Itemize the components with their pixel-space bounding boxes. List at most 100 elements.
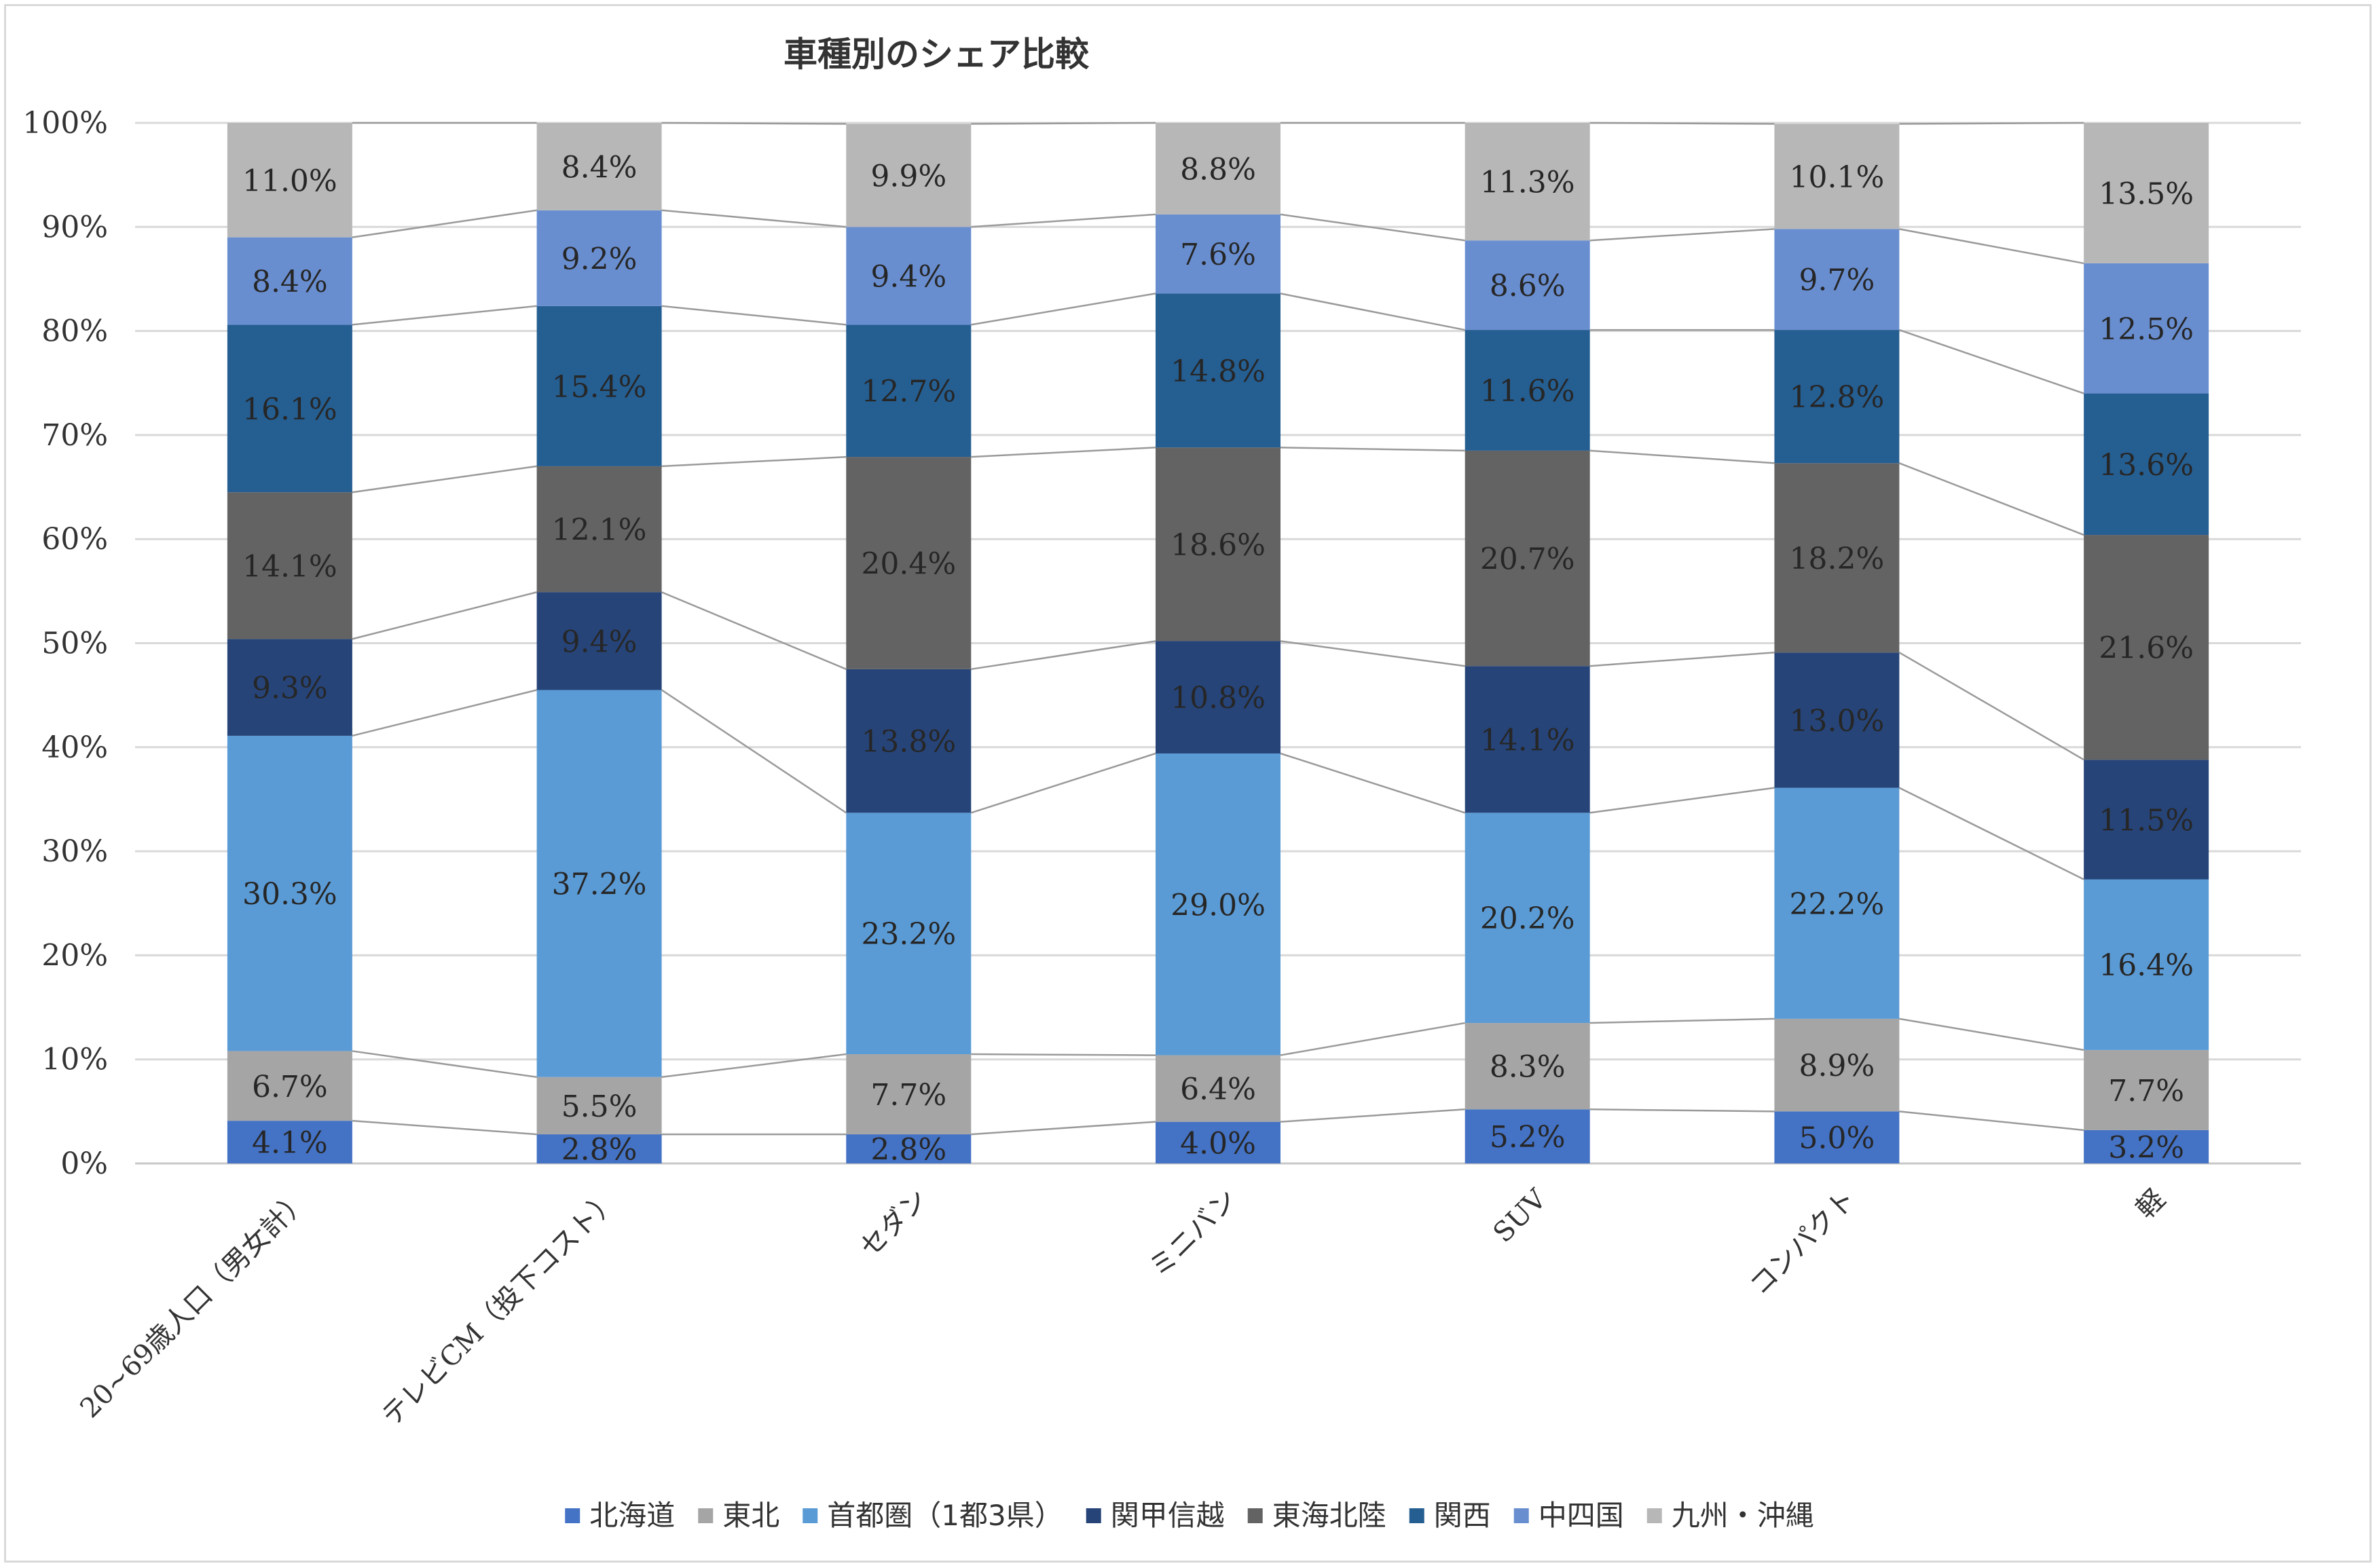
data-label: 9.9% — [870, 159, 946, 193]
bar-segment — [1464, 240, 1590, 331]
series-line — [352, 305, 537, 326]
series-line — [1899, 329, 2084, 394]
series-line — [971, 447, 1156, 458]
data-label: 15.4% — [552, 370, 647, 405]
data-label: 9.7% — [1799, 263, 1875, 298]
data-label: 9.2% — [561, 242, 638, 276]
series-line — [1899, 1110, 2084, 1132]
bar-segment — [2084, 1049, 2209, 1130]
bar-segment — [227, 324, 352, 493]
data-label: 9.4% — [561, 624, 638, 659]
bar-segment — [2084, 263, 2209, 394]
stacked-bar-chart: 車種別のシェア比較 0% 10% 20% 30% 40% 50% 60% 70% 80% 90% 1… — [22, 35, 2301, 1532]
x-tick-label: 20~69歳人口（男女計） — [74, 1184, 314, 1424]
legend-label: 東北 — [722, 1499, 779, 1532]
data-label: 12.5% — [2099, 312, 2194, 347]
legend-label: 中四国 — [1538, 1499, 1624, 1532]
x-tick-label: SUV — [1488, 1183, 1553, 1249]
series-line — [1589, 1018, 1775, 1024]
bar-segment — [2084, 123, 2209, 263]
x-tick-label: セダン — [854, 1184, 934, 1263]
legend-swatch — [1247, 1508, 1263, 1523]
data-label: 13.0% — [1790, 704, 1885, 739]
bar-segment — [1464, 813, 1590, 1024]
data-label: 3.2% — [2108, 1130, 2184, 1165]
series-line — [1280, 213, 1465, 242]
legend-item: 関西 — [1409, 1499, 1491, 1532]
bar-segment — [536, 1134, 662, 1163]
data-label: 2.8% — [561, 1133, 638, 1168]
data-label: 11.6% — [1480, 374, 1575, 409]
bar-segment — [1774, 652, 1900, 788]
bar-segment — [1156, 123, 1280, 214]
series-line — [352, 1050, 537, 1078]
bar-segment — [536, 1077, 662, 1135]
series-line — [1899, 1018, 2084, 1051]
bar-segment — [536, 123, 662, 210]
bar-segment — [2084, 760, 2209, 880]
bar-segment — [846, 1054, 972, 1135]
y-tick-label: 0% — [60, 1146, 108, 1181]
series-line — [1280, 752, 1466, 814]
data-label: 8.9% — [1799, 1049, 1875, 1083]
x-tick-label: テレビCM（投下コスト） — [376, 1184, 625, 1432]
legend-item: 関甲信越 — [1086, 1499, 1225, 1532]
bar-segment — [1156, 753, 1280, 1056]
series-line — [1280, 1108, 1465, 1123]
series-line — [661, 122, 847, 125]
data-label: 4.1% — [252, 1126, 328, 1161]
series-line — [971, 213, 1156, 228]
series-line — [661, 209, 847, 228]
bar-segment — [1464, 330, 1590, 451]
series-line — [971, 640, 1156, 671]
data-label: 8.4% — [252, 265, 328, 299]
data-label: 20.2% — [1480, 901, 1575, 936]
series-line — [1280, 1022, 1465, 1056]
legend-swatch — [698, 1508, 714, 1523]
data-label: 7.7% — [2108, 1074, 2184, 1108]
data-label: 29.0% — [1171, 888, 1266, 922]
series-line — [1589, 228, 1775, 242]
data-label: 5.2% — [1490, 1120, 1566, 1155]
y-tick-label: 10% — [41, 1043, 108, 1077]
bar-segment — [227, 492, 352, 639]
bar-segment — [846, 1134, 972, 1163]
series-line — [1589, 652, 1775, 667]
data-label: 11.5% — [2099, 803, 2194, 838]
data-label: 23.2% — [861, 917, 956, 952]
bar-segment — [536, 210, 662, 306]
series-line — [1899, 228, 2084, 265]
data-label: 16.4% — [2099, 948, 2194, 983]
bar-segment — [1464, 666, 1590, 813]
data-label: 8.8% — [1180, 152, 1256, 187]
legend-item: 九州・沖縄 — [1646, 1499, 1814, 1532]
data-label: 6.7% — [252, 1070, 328, 1104]
bar-segment — [846, 813, 972, 1055]
data-label: 12.8% — [1790, 380, 1885, 415]
data-label: 9.4% — [870, 259, 946, 294]
data-label: 18.2% — [1790, 542, 1885, 576]
series-line — [661, 305, 847, 326]
bar-segment — [1156, 1121, 1280, 1163]
bar-segment — [536, 690, 662, 1077]
data-label: 11.0% — [242, 164, 337, 198]
data-label: 20.4% — [861, 546, 956, 581]
bar-segment — [1774, 229, 1900, 331]
series-line — [1589, 787, 1775, 814]
legend-label: 九州・沖縄 — [1672, 1499, 1814, 1532]
data-label: 7.6% — [1180, 238, 1256, 272]
data-label: 12.7% — [861, 375, 956, 409]
bar-segment — [1156, 293, 1280, 448]
y-tick-label: 60% — [41, 522, 108, 557]
legend-label: 東海北陸 — [1272, 1499, 1386, 1532]
legend-item: 東海北陸 — [1247, 1499, 1386, 1532]
chart-frame: 車種別のシェア比較 0% 10% 20% 30% 40% 50% 60% 70% 80% 90% 1… — [4, 4, 2372, 1563]
series-line — [1898, 652, 2084, 761]
y-axis: 0% 10% 20% 30% 40% 50% 60% 70% 80% 90% 100% — [22, 106, 108, 1181]
bar-segment — [1156, 1055, 1280, 1122]
y-tick-label: 20% — [41, 938, 108, 973]
bar-segment — [1464, 123, 1590, 241]
y-tick-label: 70% — [41, 418, 108, 453]
legend-label: 関甲信越 — [1111, 1499, 1225, 1532]
legend-swatch — [1513, 1508, 1529, 1523]
